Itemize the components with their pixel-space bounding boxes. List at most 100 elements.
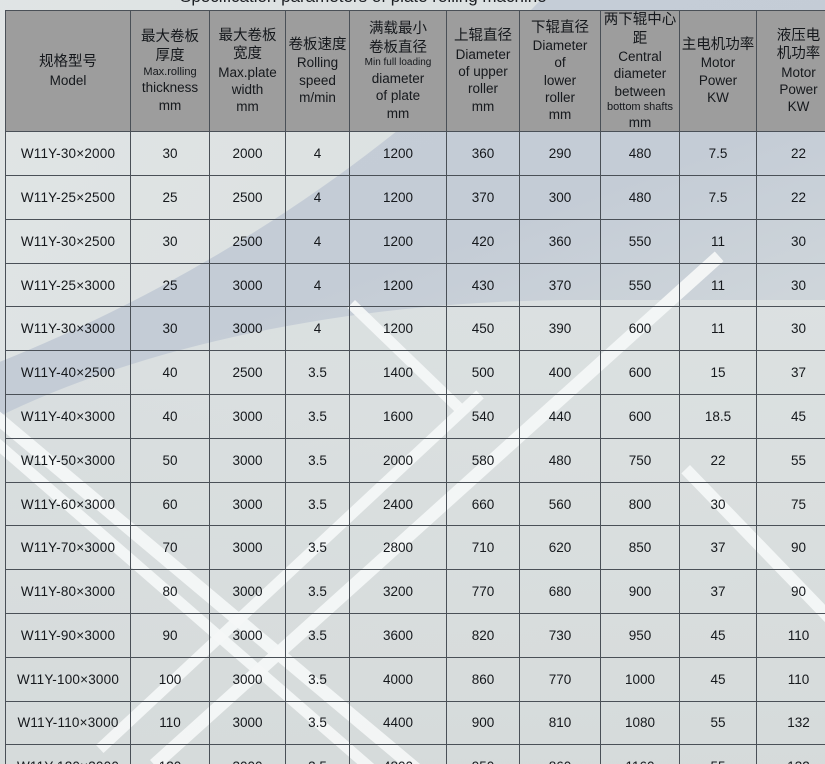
cell-value: 22 xyxy=(756,131,825,177)
cell-value: 2400 xyxy=(349,481,447,527)
cell-value: 420 xyxy=(446,218,520,264)
header-row: 规格型号 Model 最大卷板 厚度 Max.rolling thickness mm 最大卷… xyxy=(5,9,825,133)
cell-value: 45 xyxy=(679,656,757,702)
cell-value: 1200 xyxy=(349,262,447,308)
cell-value: 90 xyxy=(756,525,825,571)
table-row: W11Y-50×3000 50 3000 3.5 2000 580 480 750 22 55 xyxy=(5,437,825,483)
cell-value: 30 xyxy=(130,218,210,264)
cell-value: 25 xyxy=(130,262,210,308)
column-header-en: of xyxy=(554,55,566,71)
table-row: W11Y-120×300012030003.548009508601160551… xyxy=(5,744,825,764)
table-row: W11Y-30×2500 30 2500 4 1200 420 360 550 11 30 xyxy=(5,218,825,264)
cell-value: 22 xyxy=(679,437,757,483)
cell-model: W11Y-80×3000 xyxy=(5,569,131,614)
column-header-en: Power xyxy=(779,82,818,98)
cell-value: 2800 xyxy=(349,525,447,571)
table-row: W11Y-90×3000 90 3000 3.5 3600 820 730 950 45 110 xyxy=(5,613,825,658)
column-header-en: of plate xyxy=(375,88,421,104)
column-header-en: lower xyxy=(543,72,577,88)
cell-value: 70 xyxy=(130,525,210,571)
column-header-en: diameter xyxy=(613,66,667,82)
cell-model: W11Y-30×3000 xyxy=(5,306,131,352)
cell-value: 3000 xyxy=(209,525,286,571)
column-header-en: m/min xyxy=(299,90,336,106)
cell-value: 1400 xyxy=(349,350,447,396)
cell-value: 660 xyxy=(446,481,520,527)
column-header-en: Diameter xyxy=(532,38,588,54)
cell-value: 2500 xyxy=(209,350,286,396)
cell-value: 30 xyxy=(756,262,825,308)
cell-value: 3000 xyxy=(209,613,286,658)
cell-value: 2000 xyxy=(349,437,447,483)
cell-value: 730 xyxy=(519,613,601,658)
cell-value: 290 xyxy=(519,131,601,177)
cell-value: 1200 xyxy=(349,306,447,352)
column-header-cn: 两下辊中心距 xyxy=(603,12,677,47)
column-header-en: Central xyxy=(618,49,662,65)
cell-value: 30 xyxy=(679,481,757,527)
cell-model: W11Y-100×3000 xyxy=(5,656,131,702)
cell-value: 300 xyxy=(519,175,601,220)
cell-value: 580 xyxy=(446,437,520,483)
column-header-en: Model xyxy=(49,72,87,88)
cell-value: 2500 xyxy=(209,175,286,220)
cell-value: 600 xyxy=(600,306,680,352)
cell-value: 3200 xyxy=(349,569,447,614)
cell-value: 710 xyxy=(446,525,520,571)
cell-value: 3.5 xyxy=(285,744,350,764)
column-header-cn: 上辊直径 xyxy=(454,28,512,45)
cell-value: 550 xyxy=(600,218,680,264)
column-header-en: roller xyxy=(544,90,575,106)
column-header-cn: 最大卷板 xyxy=(218,27,277,44)
cell-value: 620 xyxy=(519,525,601,571)
cell-value: 1160 xyxy=(600,744,680,764)
cell-value: 1200 xyxy=(349,218,447,264)
cell-value: 45 xyxy=(679,613,757,658)
cell-model: W11Y-30×2500 xyxy=(5,218,131,264)
cell-model: W11Y-60×3000 xyxy=(5,481,131,527)
cell-value: 40 xyxy=(130,394,210,439)
column-header-cn: 液压电 xyxy=(776,27,821,44)
table-body: W11Y-30×2000 30 2000 4 1200 360 290 480 7.5 22 W11… xyxy=(5,131,825,764)
cell-value: 4 xyxy=(285,175,350,220)
cell-value: 3000 xyxy=(209,700,286,746)
cell-value: 4 xyxy=(285,218,350,264)
cell-value: 3000 xyxy=(209,306,286,352)
column-header-en: KW xyxy=(787,99,810,115)
cell-value: 680 xyxy=(519,569,601,614)
specification-table: 规格型号 Model 最大卷板 厚度 Max.rolling thickness mm 最大卷… xyxy=(5,9,825,764)
cell-value: 1200 xyxy=(349,131,447,177)
cell-value: 430 xyxy=(446,262,520,308)
cell-value: 850 xyxy=(600,525,680,571)
cell-value: 55 xyxy=(756,437,825,483)
cell-value: 3.5 xyxy=(285,656,350,702)
cell-value: 50 xyxy=(130,437,210,483)
column-header-5: 上辊直径 Diameter of upper roller mm xyxy=(446,9,520,133)
cell-value: 3000 xyxy=(209,262,286,308)
cell-value: 3000 xyxy=(209,394,286,439)
column-header-6: 下辊直径 Diameter of lower roller mm xyxy=(519,9,601,133)
column-header-en: mm xyxy=(628,114,652,130)
column-header-8: 主电机功率 Motor Power KW xyxy=(679,9,757,133)
cell-value: 110 xyxy=(756,613,825,658)
cell-value: 860 xyxy=(519,744,601,764)
cell-value: 3.5 xyxy=(285,394,350,439)
cell-value: 4 xyxy=(285,262,350,308)
table-header: 规格型号 Model 最大卷板 厚度 Max.rolling thickness mm 最大卷… xyxy=(5,9,825,133)
column-header-cn: 主电机功率 xyxy=(681,36,755,53)
cell-value: 55 xyxy=(679,744,757,764)
table-row: W11Y-40×3000 40 3000 3.5 1600 540 440 600 18.5 45 xyxy=(5,394,825,439)
cell-value: 30 xyxy=(130,131,210,177)
column-header-cn: 厚度 xyxy=(155,47,185,64)
cell-value: 550 xyxy=(600,262,680,308)
column-header-cn: 下辊直径 xyxy=(531,19,589,36)
cell-value: 60 xyxy=(130,481,210,527)
cell-value: 7.5 xyxy=(679,131,757,177)
column-header-en: Power xyxy=(698,72,738,88)
clipped-heading-text: Specification parameters of plate rollin… xyxy=(180,0,547,7)
table-row: W11Y-30×2000 30 2000 4 1200 360 290 480 7.5 22 xyxy=(5,131,825,177)
column-header-en: mm xyxy=(548,107,572,123)
cell-value: 500 xyxy=(446,350,520,396)
cell-value: 3.5 xyxy=(285,350,350,396)
